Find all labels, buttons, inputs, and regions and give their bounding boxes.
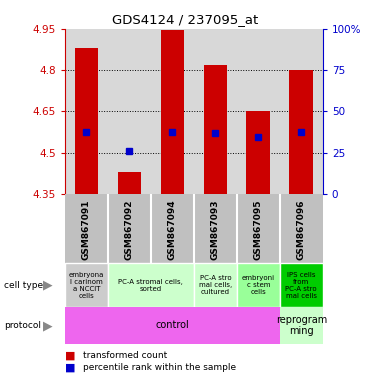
Text: GSM867095: GSM867095 (254, 199, 263, 260)
Bar (118, 172, 141, 194)
Text: IPS cells
from
PC-A stro
mal cells: IPS cells from PC-A stro mal cells (285, 271, 317, 299)
Bar (280, 263, 323, 307)
Text: cell type: cell type (4, 281, 43, 290)
Bar (280, 307, 323, 344)
Bar (108, 263, 194, 307)
Text: GDS4124 / 237095_at: GDS4124 / 237095_at (112, 13, 259, 26)
Text: protocol: protocol (4, 321, 41, 330)
Bar (194, 263, 237, 307)
Bar (237, 263, 280, 307)
Text: reprogram
ming: reprogram ming (276, 314, 327, 336)
Text: control: control (155, 320, 189, 331)
Bar (289, 70, 313, 194)
Text: transformed count: transformed count (83, 351, 168, 360)
Text: GSM867091: GSM867091 (82, 199, 91, 260)
Bar (161, 30, 184, 194)
Bar (65, 263, 108, 307)
Text: PC-A stromal cells,
sorted: PC-A stromal cells, sorted (118, 279, 183, 291)
Text: GSM867093: GSM867093 (211, 199, 220, 260)
Text: GSM867096: GSM867096 (297, 199, 306, 260)
Text: GSM867092: GSM867092 (125, 199, 134, 260)
Bar (246, 111, 270, 194)
Text: ▶: ▶ (43, 319, 53, 332)
Text: embryona
l carinom
a NCCIT
cells: embryona l carinom a NCCIT cells (69, 271, 104, 299)
Bar (75, 48, 98, 194)
Text: embryoni
c stem
cells: embryoni c stem cells (242, 275, 275, 295)
Text: PC-A stro
mal cells,
cultured: PC-A stro mal cells, cultured (199, 275, 232, 295)
Text: ■: ■ (65, 350, 75, 360)
Bar (65, 307, 280, 344)
Text: percentile rank within the sample: percentile rank within the sample (83, 363, 237, 372)
Text: ■: ■ (65, 363, 75, 373)
Bar (204, 65, 227, 194)
Text: ▶: ▶ (43, 279, 53, 291)
Text: GSM867094: GSM867094 (168, 199, 177, 260)
